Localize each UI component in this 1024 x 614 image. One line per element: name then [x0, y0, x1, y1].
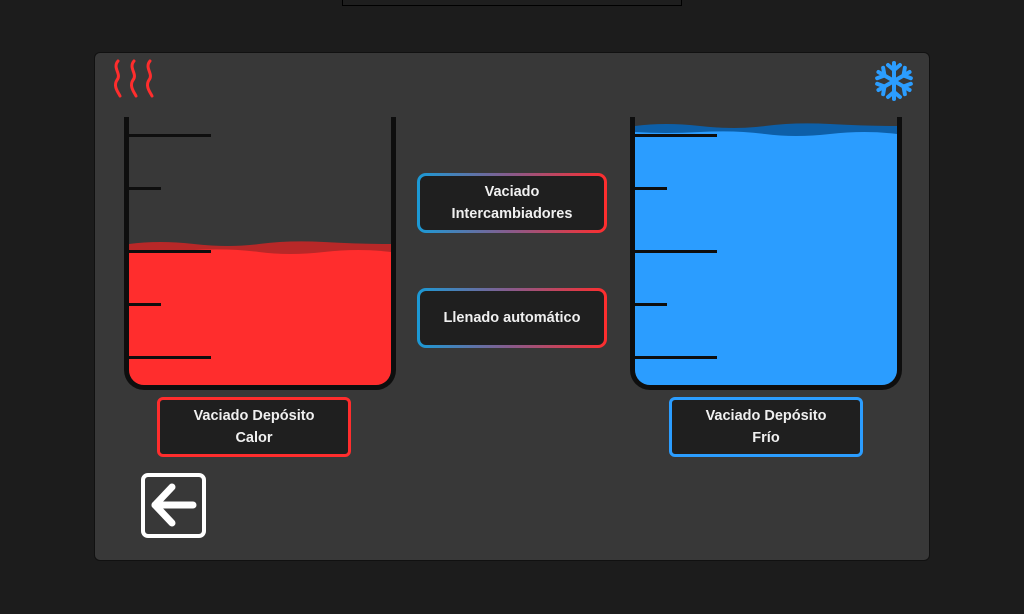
- drain-hot-tank-button[interactable]: Vaciado Depósito Calor: [157, 397, 351, 457]
- hot-tank-fill: [129, 241, 391, 385]
- cold-tank-fill: [635, 123, 897, 385]
- scale-tick: [129, 250, 211, 253]
- scale-tick: [129, 134, 211, 137]
- arrow-left-icon: [151, 483, 197, 527]
- back-button[interactable]: [141, 473, 206, 538]
- scale-tick: [129, 303, 161, 306]
- top-status-bar: [342, 0, 682, 6]
- cold-tank: [630, 117, 902, 390]
- snowflake-icon: [873, 61, 915, 101]
- drain-cold-tank-button[interactable]: Vaciado Depósito Frío: [669, 397, 863, 457]
- scale-tick: [129, 187, 161, 190]
- auto-fill-button[interactable]: Llenado automático: [417, 288, 607, 348]
- hot-tank: [124, 117, 396, 390]
- heat-waves-icon: [114, 59, 154, 98]
- scale-tick: [635, 303, 667, 306]
- drain-exchangers-button[interactable]: Vaciado Intercambiadores: [417, 173, 607, 233]
- scale-tick: [635, 187, 667, 190]
- scale-tick: [129, 356, 211, 359]
- scale-tick: [635, 356, 717, 359]
- scale-tick: [635, 134, 717, 137]
- scale-tick: [635, 250, 717, 253]
